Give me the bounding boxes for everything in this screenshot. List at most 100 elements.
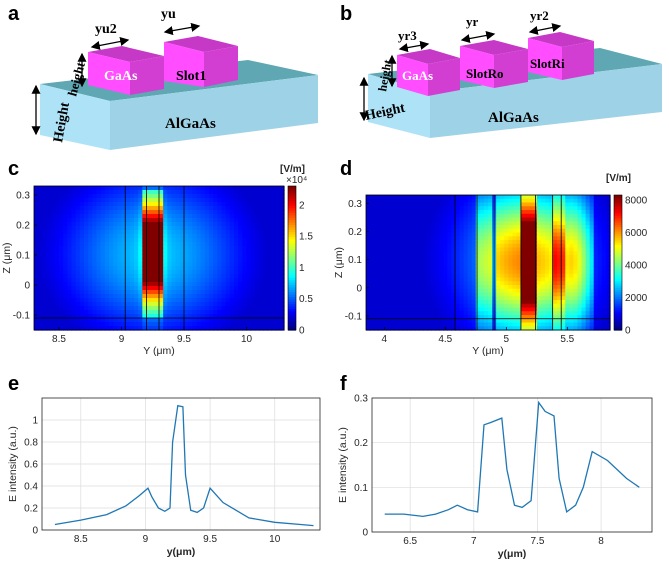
heatmap-cell [479, 266, 485, 271]
heatmap-cell [374, 322, 379, 327]
heatmap-cell [605, 202, 611, 207]
heatmap-cell [275, 302, 281, 307]
heatmap-cell [459, 232, 465, 237]
heatmap-cell [238, 322, 243, 327]
heatmap-cell [463, 307, 469, 312]
heatmap-cell [142, 270, 148, 275]
heatmap-cell [171, 298, 177, 303]
heatmap-cell [163, 222, 168, 227]
heatmap-cell [504, 228, 509, 234]
heatmap-cell [488, 322, 493, 327]
heatmap-cell [125, 262, 131, 267]
heatmap-cell [500, 213, 505, 219]
heatmap-cell [573, 243, 579, 249]
heatmap-cell [63, 318, 68, 323]
heatmap-cell [163, 306, 168, 311]
heatmap-cell [146, 238, 152, 243]
heatmap-cell [561, 236, 566, 241]
heatmap-cell [581, 225, 587, 230]
heatmap-cell [390, 258, 396, 264]
heatmap-cell [159, 218, 164, 223]
heatmap-cell [129, 290, 135, 295]
heatmap-cell [581, 326, 587, 331]
heatmap-cell [250, 254, 256, 259]
heatmap-cell [125, 298, 131, 303]
heatmap-cell [451, 221, 457, 226]
heatmap-cell [435, 315, 440, 320]
heatmap-cell [528, 273, 534, 279]
heatmap-cell [129, 214, 135, 219]
heatmap-cell [390, 318, 396, 324]
heatmap-cell [263, 222, 268, 227]
heatmap-cell [275, 186, 281, 191]
heatmap-cell [418, 270, 424, 275]
heatmap-cell [504, 213, 509, 219]
heatmap-cell [200, 294, 206, 299]
heatmap-cell [524, 303, 530, 309]
heatmap-cell [378, 210, 383, 215]
heatmap-cell [71, 262, 77, 267]
heatmap-cell [585, 281, 591, 286]
heatmap-cell [475, 213, 481, 219]
heatmap-cell [71, 274, 77, 279]
heatmap-cell [488, 247, 493, 252]
heatmap-cell [516, 247, 522, 252]
heatmap-cell [259, 286, 264, 291]
heatmap-cell [71, 194, 77, 199]
heatmap-cell [213, 314, 218, 319]
heatmap-cell [113, 246, 118, 251]
heatmap-cell [150, 318, 156, 323]
heatmap-cell [366, 213, 371, 219]
colorbar-swatch [288, 294, 296, 297]
heatmap-cell [242, 226, 248, 231]
heatmap-cell [524, 273, 530, 279]
heatmap-cell [553, 213, 558, 219]
heatmap-cell [250, 258, 256, 263]
heatmap-cell [117, 250, 123, 255]
heatmap-cell [520, 288, 526, 294]
heatmap-cell [225, 314, 231, 319]
heatmap-cell [544, 202, 550, 207]
heatmap-cell [512, 285, 518, 290]
heatmap-cell [512, 225, 518, 230]
heatmap-cell [378, 213, 383, 219]
heatmap-cell [104, 314, 110, 319]
heatmap-cell [129, 262, 135, 267]
heatmap-cell [246, 282, 252, 287]
heatmap-cell [267, 270, 273, 275]
heatmap-cell [439, 285, 444, 290]
colorbar-swatch [614, 269, 622, 273]
heatmap-cell [134, 262, 139, 267]
heatmap-cell [146, 214, 152, 219]
heatmap-cell [557, 273, 562, 279]
heatmap-cell [382, 285, 387, 290]
heatmap-cell [204, 302, 210, 307]
heatmap-cell [410, 315, 416, 320]
heatmap-cell [528, 225, 534, 230]
heatmap-cell [431, 292, 436, 297]
heatmap-cell [422, 322, 428, 327]
heatmap-cell [163, 230, 168, 235]
heatmap-cell [435, 307, 440, 312]
heatmap-cell [34, 306, 39, 311]
heatmap-cell [524, 311, 530, 316]
heatmap-cell [188, 274, 193, 279]
heatmap-cell [370, 255, 375, 260]
heatmap-cell [75, 198, 81, 203]
heatmap-cell [188, 290, 193, 295]
heatmap-cell [142, 326, 148, 331]
heatmap-cell [475, 247, 481, 252]
heatmap-cell [50, 202, 56, 207]
heatmap-cell [435, 270, 440, 275]
heatmap-cell [605, 270, 611, 275]
heatmap-cell [565, 198, 570, 204]
heatmap-cell [500, 202, 505, 207]
heatmap-cell [167, 322, 173, 327]
heatmap-cell [459, 315, 465, 320]
heatmap-cell [159, 262, 164, 267]
heatmap-cell [439, 217, 444, 222]
heatmap-cell [50, 314, 56, 319]
heatmap-cell [565, 273, 570, 279]
heatmap-cell [229, 310, 235, 315]
heatmap-cell [479, 221, 485, 226]
